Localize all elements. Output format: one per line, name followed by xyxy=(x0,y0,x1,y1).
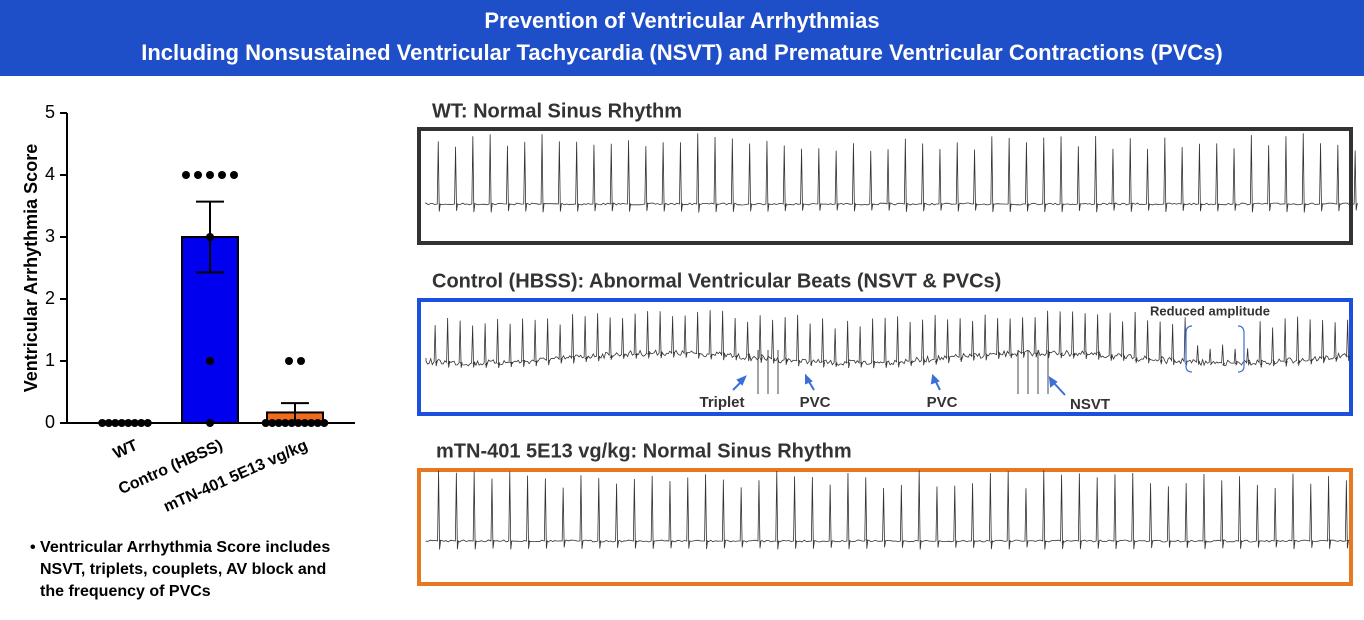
ecg-box xyxy=(417,468,1353,586)
data-point xyxy=(268,419,277,427)
header-band xyxy=(0,0,1364,76)
data-point xyxy=(294,419,303,427)
data-point xyxy=(182,171,190,179)
x-tick-label: mTN-401 5E13 vg/kg xyxy=(161,437,310,516)
data-point xyxy=(281,419,290,427)
data-point xyxy=(206,419,214,427)
y-tick-label: 5 xyxy=(45,102,55,122)
ecg-traces xyxy=(425,133,1359,550)
slide-subtitle: Including Nonsustained Ventricular Tachy… xyxy=(141,40,1223,65)
data-point xyxy=(287,419,296,427)
y-tick-label: 2 xyxy=(45,288,55,308)
data-point xyxy=(98,419,107,427)
data-point xyxy=(104,419,113,427)
data-point xyxy=(230,171,238,179)
data-point xyxy=(218,171,226,179)
panel-title: mTN-401 5E13 vg/kg: Normal Sinus Rhythm xyxy=(436,440,852,462)
x-tick-label: WT xyxy=(111,437,141,463)
data-point xyxy=(130,419,139,427)
y-tick-label: 3 xyxy=(45,226,55,246)
data-point xyxy=(320,419,329,427)
panel-title: Control (HBSS): Abnormal Ventricular Bea… xyxy=(432,270,1001,292)
y-tick-label: 1 xyxy=(45,350,55,370)
y-tick-label: 0 xyxy=(45,412,55,432)
note-line: NSVT, triplets, couplets, AV block and xyxy=(40,561,326,578)
arrows xyxy=(732,373,1066,396)
data-point xyxy=(194,171,202,179)
ecg-trace xyxy=(425,310,1351,369)
panel-title: WT: Normal Sinus Rhythm xyxy=(432,100,682,122)
data-point xyxy=(206,233,214,241)
bracket xyxy=(1185,325,1245,373)
slide-title: Prevention of Ventricular Arrhythmias xyxy=(484,8,879,33)
data-point xyxy=(307,419,316,427)
annotation: PVC xyxy=(927,394,958,411)
note-line: the frequency of PVCs xyxy=(40,583,211,600)
data-point xyxy=(297,357,305,365)
y-tick-label: 4 xyxy=(45,164,55,184)
data-point xyxy=(111,419,120,427)
data-point xyxy=(143,419,152,427)
ecg-trace xyxy=(425,133,1359,213)
data-point xyxy=(206,357,214,365)
ecg-trace xyxy=(425,470,1350,550)
data-point xyxy=(137,419,146,427)
annotation: PVC xyxy=(800,394,831,411)
data-point xyxy=(313,419,322,427)
data-point xyxy=(300,419,309,427)
annotation: NSVT xyxy=(1070,396,1110,413)
annotation: Triplet xyxy=(699,394,744,411)
y-axis-label: Ventricular Arrhythmia Score xyxy=(21,144,41,392)
note-line: • Ventricular Arrhythmia Score includes xyxy=(30,539,330,556)
data-point xyxy=(124,419,133,427)
data-point xyxy=(274,419,283,427)
ecg-box xyxy=(417,298,1353,416)
data-point xyxy=(117,419,126,427)
data-point xyxy=(285,357,293,365)
data-point xyxy=(206,171,214,179)
ecg-box xyxy=(417,127,1353,245)
data-point xyxy=(261,419,270,427)
annotation: Reduced amplitude xyxy=(1150,303,1270,318)
